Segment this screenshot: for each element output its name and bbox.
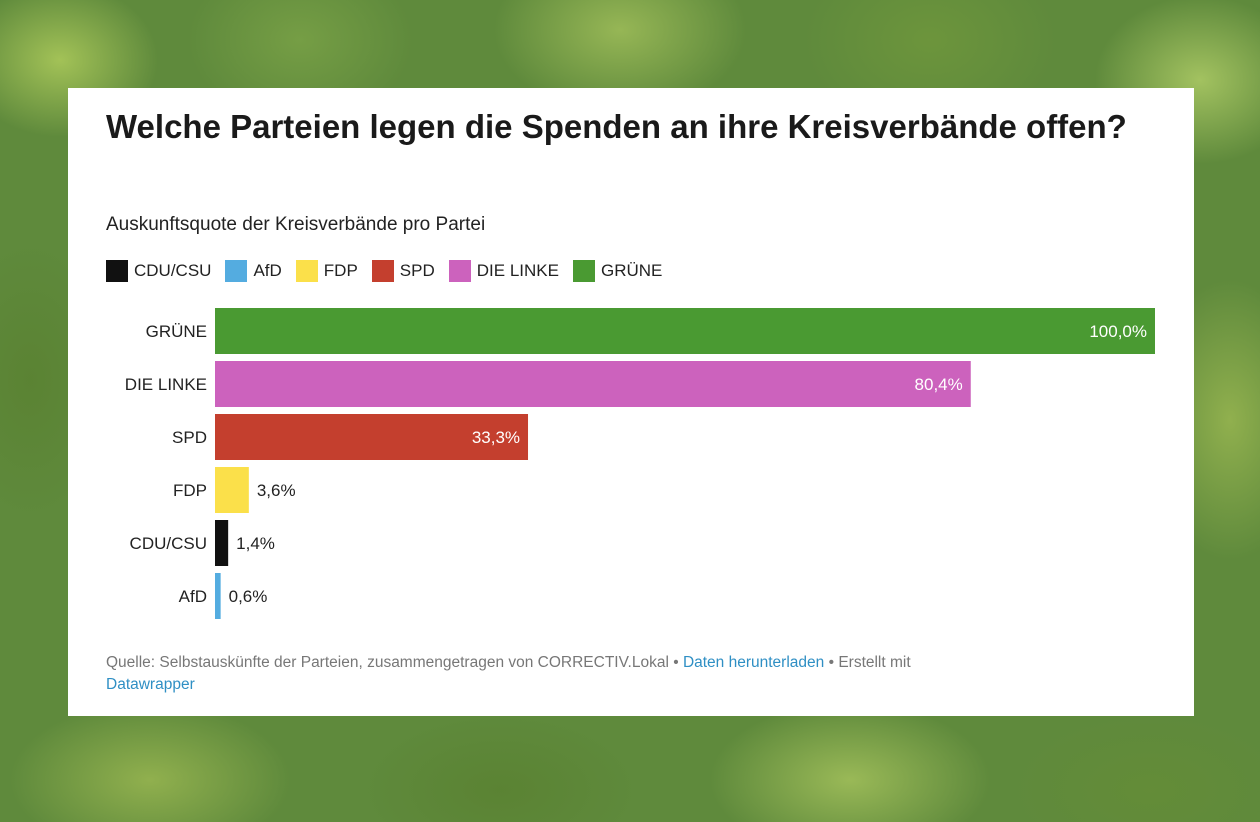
separator: • [668, 654, 683, 671]
value-label: 80,4% [915, 375, 963, 394]
created-with-text: Erstellt mit [838, 654, 911, 671]
legend-item: CDU/CSU [106, 260, 211, 282]
category-label: CDU/CSU [130, 534, 207, 553]
value-label: 100,0% [1089, 322, 1147, 341]
value-label: 33,3% [472, 428, 520, 447]
legend-item: AfD [225, 260, 282, 282]
legend-swatch [225, 260, 248, 282]
legend-swatch [448, 260, 471, 282]
chart-card: Welche Parteien legen die Spenden an ihr… [68, 88, 1194, 716]
category-label: AfD [179, 587, 207, 606]
bar-chart: GRÜNE 100,0% DIE LINKE 80,4% SPD 33,3% FDP 3,6%… [125, 308, 1155, 619]
chart-title: Welche Parteien legen die Spenden an ihr… [106, 108, 1127, 145]
legend-item: DIE LINKE [448, 260, 559, 282]
value-label: 3,6% [257, 481, 296, 500]
legend-label: AfD [253, 261, 282, 280]
download-data-link[interactable]: Daten herunterladen [682, 654, 825, 671]
legend-swatch [295, 260, 318, 282]
chart-footer: Quelle: Selbstauskünfte der Parteien, zu… [106, 652, 1106, 696]
legend-label: FDP [323, 261, 358, 280]
bar [215, 308, 1155, 354]
legend-swatch [572, 260, 595, 282]
legend-label: CDU/CSU [134, 261, 212, 280]
bar [215, 520, 229, 566]
legend-item: SPD [371, 260, 435, 282]
bar [215, 573, 221, 619]
value-label: 1,4% [236, 534, 275, 553]
datawrapper-link[interactable]: Datawrapper [106, 676, 195, 693]
separator: • [824, 654, 839, 671]
legend-label: SPD [399, 261, 435, 280]
category-label: GRÜNE [146, 322, 207, 341]
value-label: 0,6% [229, 587, 268, 606]
bar [215, 414, 529, 460]
source-text: Quelle: Selbstauskünfte der Parteien, zu… [106, 654, 669, 671]
chart-subtitle: Auskunftsquote der Kreisverbände pro Par… [106, 214, 486, 235]
legend-item: FDP [295, 260, 358, 282]
legend-label: GRÜNE [600, 261, 663, 280]
legend-swatch [106, 260, 128, 282]
bar [215, 361, 971, 407]
category-label: SPD [172, 428, 207, 447]
category-label: DIE LINKE [125, 375, 207, 394]
bar [215, 467, 249, 513]
legend-item: GRÜNE [572, 260, 663, 282]
legend-swatch [371, 260, 394, 282]
chart-legend: CDU/CSU AfD FDP SPD DIE LINKE GRÜNE [106, 260, 676, 282]
legend-label: DIE LINKE [476, 261, 559, 280]
category-label: FDP [173, 481, 207, 500]
